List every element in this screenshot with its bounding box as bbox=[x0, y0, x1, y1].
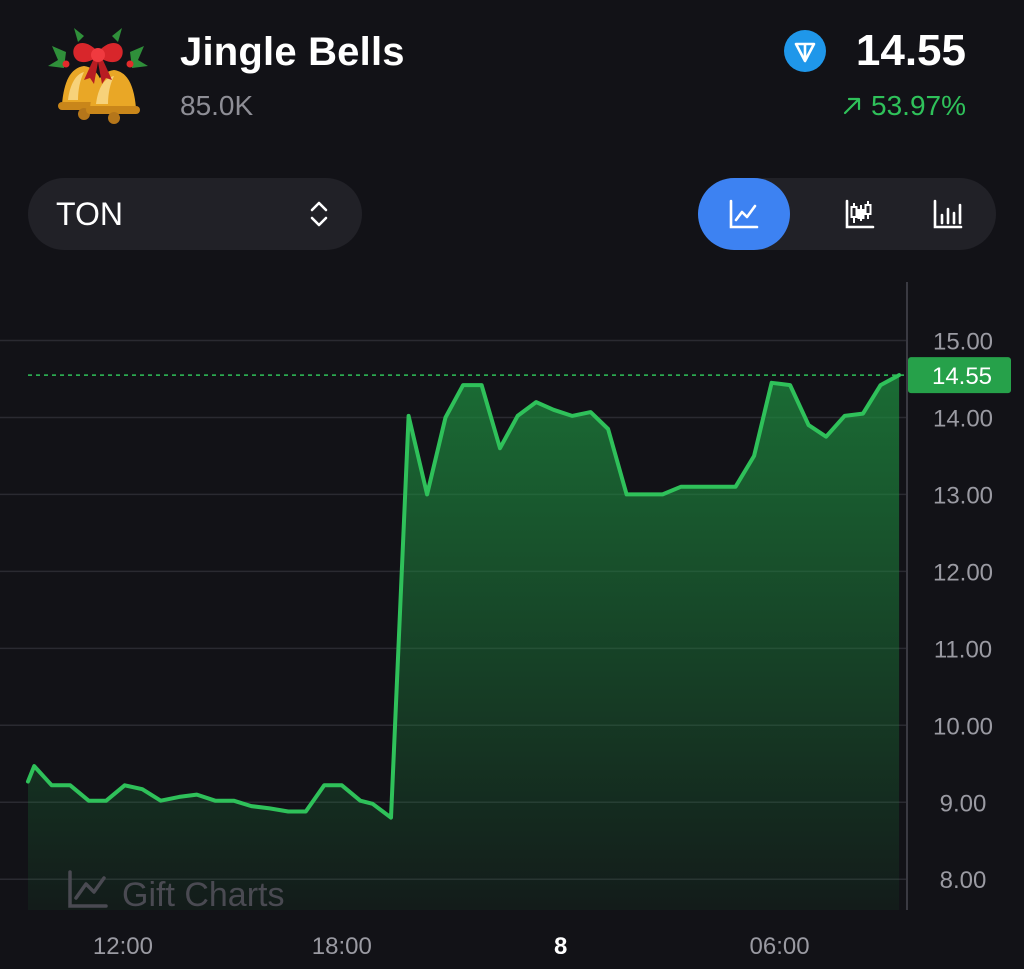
current-price: 14.55 bbox=[855, 26, 966, 75]
currency-label: TON bbox=[56, 195, 123, 232]
y-tick-label: 13.00 bbox=[933, 482, 993, 509]
gift-charts-logo-icon bbox=[68, 870, 108, 908]
price-chart: Gift Charts 8.00 9.00 10.00 11.00 12.00 13.00… bbox=[0, 282, 1011, 960]
chevron-up-down-icon bbox=[310, 201, 328, 227]
current-price-badge bbox=[908, 357, 1011, 394]
watermark: Gift Charts bbox=[122, 876, 284, 914]
jingle-bells-gift-icon bbox=[48, 28, 148, 124]
y-tick-label: 14.00 bbox=[933, 405, 993, 432]
y-tick-label: 15.00 bbox=[933, 328, 993, 355]
x-tick-label: 12:00 bbox=[93, 933, 153, 960]
bar-chart-button[interactable] bbox=[902, 178, 994, 250]
candlestick-chart-icon bbox=[845, 199, 875, 229]
current-price-label: 14.55 bbox=[932, 363, 992, 390]
x-tick-label: 18:00 bbox=[312, 933, 372, 960]
series-line bbox=[26, 373, 902, 820]
y-tick-label: 12.00 bbox=[933, 559, 993, 586]
price-change-value: 53.97% bbox=[871, 90, 966, 121]
line-chart-icon bbox=[729, 199, 759, 229]
arrow-up-right-icon bbox=[843, 97, 861, 115]
line-chart-button[interactable] bbox=[698, 178, 790, 250]
gift-volume: 85.0K bbox=[180, 90, 254, 121]
candlestick-chart-button[interactable] bbox=[814, 178, 906, 250]
y-tick-label: 10.00 bbox=[933, 713, 993, 740]
x-tick-label: 8 bbox=[554, 933, 567, 960]
currency-select[interactable]: TON bbox=[28, 178, 362, 250]
y-tick-label: 8.00 bbox=[940, 867, 987, 894]
gift-title: Jingle Bells bbox=[180, 30, 405, 74]
y-tick-label: 11.00 bbox=[934, 636, 992, 663]
price-change: 53.97% bbox=[841, 90, 966, 122]
chart-type-selector bbox=[698, 178, 996, 250]
bar-chart-icon bbox=[933, 199, 963, 229]
y-tick-label: 9.00 bbox=[940, 790, 987, 817]
ton-icon bbox=[784, 30, 826, 72]
x-tick-label: 06:00 bbox=[750, 933, 810, 960]
series-area bbox=[28, 375, 900, 911]
